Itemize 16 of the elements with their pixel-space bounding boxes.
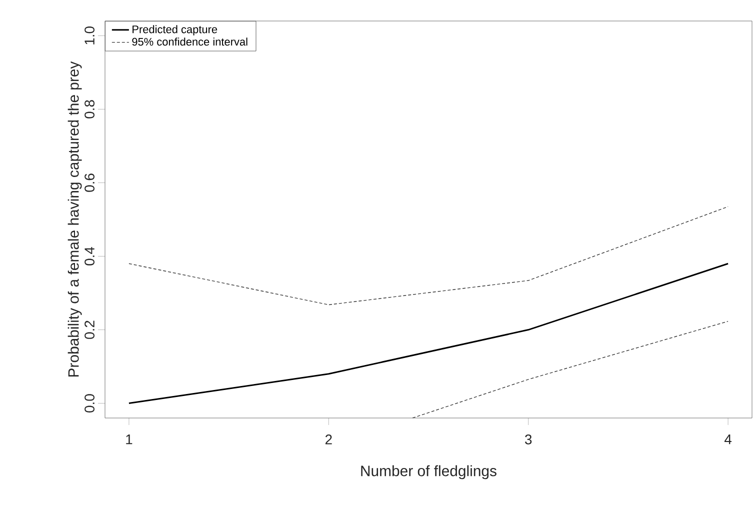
y-tick-label: 1.0	[84, 26, 94, 44]
y-tick-label: 0.8	[84, 100, 94, 118]
legend-label: Predicted capture	[132, 25, 218, 36]
legend-label: 95% confidence interval	[132, 38, 248, 46]
x-tick-label: 4	[724, 434, 732, 444]
y-axis-title: Probability of a female having captured the prey	[68, 61, 82, 377]
x-tick-label: 2	[325, 434, 332, 444]
y-tick-label: 0.4	[84, 246, 94, 266]
y-tick-label: 0.6	[84, 174, 94, 192]
y-tick-label: 0.0	[84, 394, 94, 412]
y-tick-label: 0.2	[84, 320, 94, 339]
x-axis-title: Number of fledglings	[361, 465, 496, 480]
x-tick-label: 3	[525, 434, 532, 444]
line-series	[128, 262, 729, 404]
x-tick-label: 1	[126, 434, 132, 444]
line-series	[128, 206, 728, 306]
